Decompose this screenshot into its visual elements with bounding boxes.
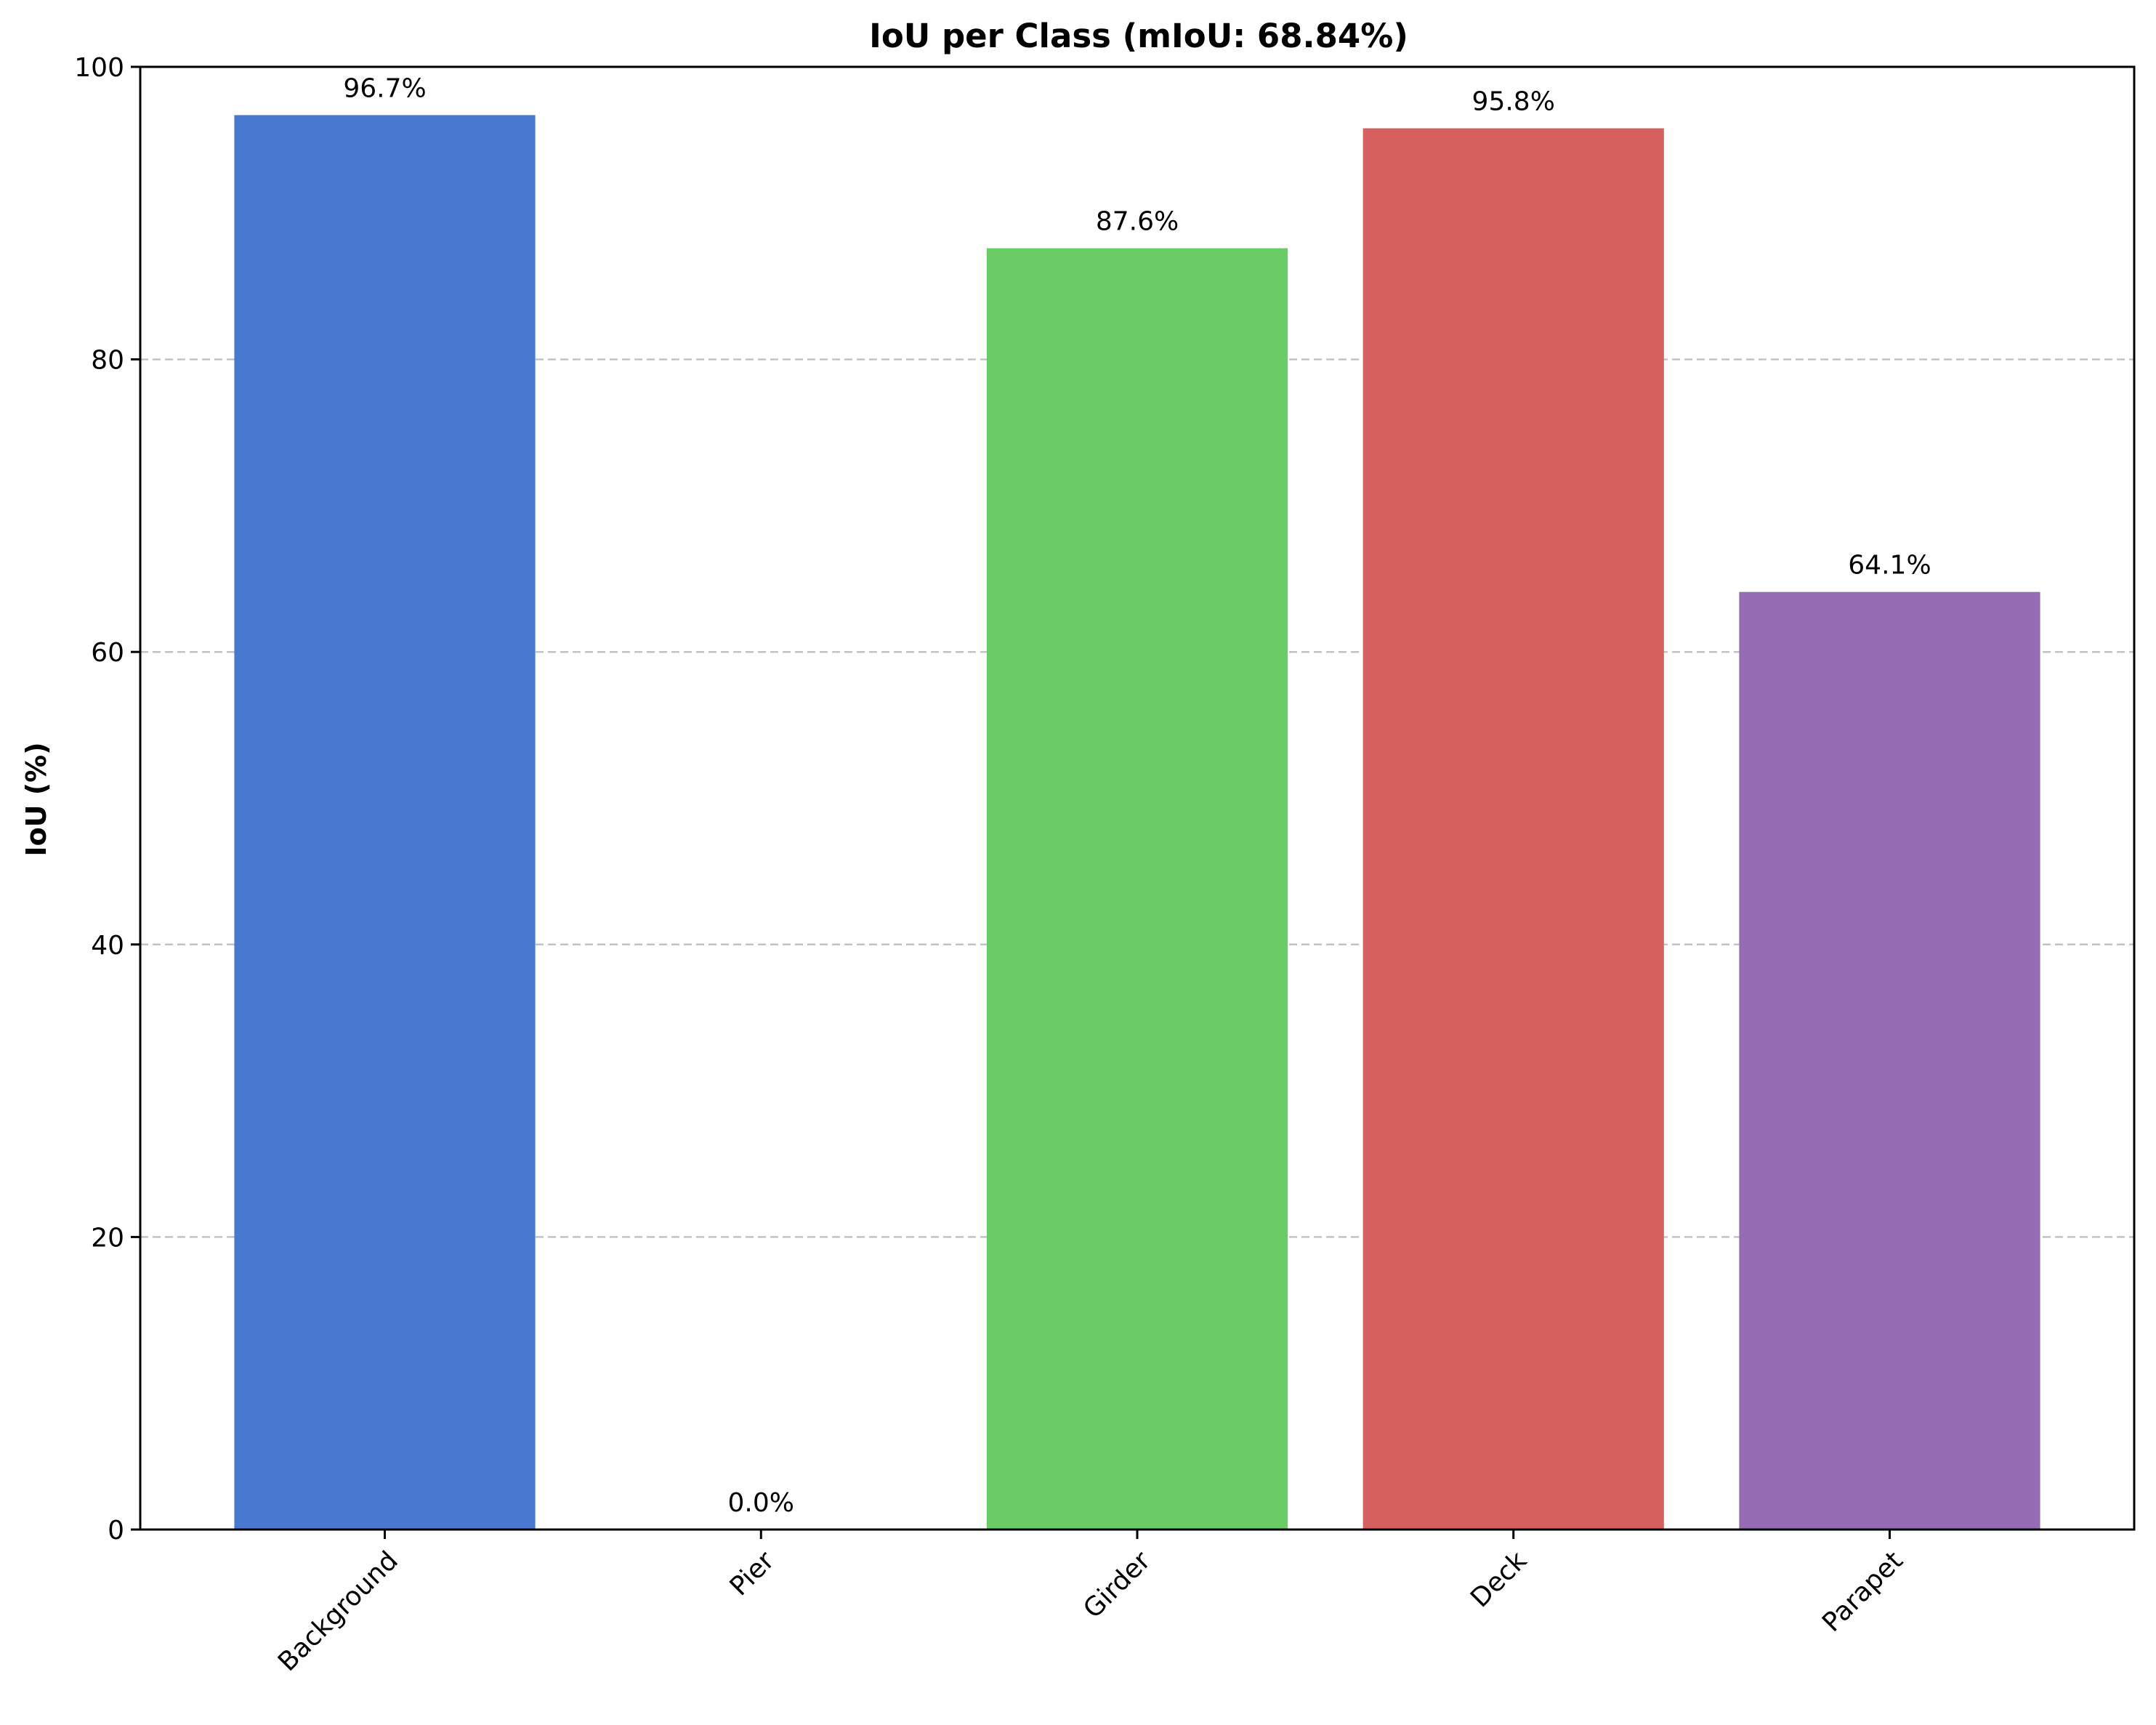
y-tick-label-40: 40 bbox=[91, 931, 124, 961]
y-axis-label: IoU (%) bbox=[20, 742, 52, 856]
data-label-girder: 87.6% bbox=[1096, 207, 1179, 237]
y-tick-label-60: 60 bbox=[91, 638, 124, 668]
bar-parapet bbox=[1739, 591, 2040, 1530]
y-tick-label-100: 100 bbox=[74, 53, 124, 83]
y-tick-label-80: 80 bbox=[91, 346, 124, 376]
y-tick-label-20: 20 bbox=[91, 1223, 124, 1253]
bar-background bbox=[234, 115, 536, 1530]
y-axis-ticks: 0 20 40 60 80 100 bbox=[74, 53, 140, 1546]
bar-deck bbox=[1362, 128, 1664, 1530]
data-label-pier: 0.0% bbox=[728, 1488, 794, 1518]
bar-girder bbox=[986, 248, 1288, 1530]
data-label-deck: 95.8% bbox=[1472, 87, 1555, 117]
data-label-background: 96.7% bbox=[343, 73, 426, 103]
data-labels: 96.7% 0.0% 87.6% 95.8% 64.1% bbox=[343, 73, 1931, 1518]
data-label-parapet: 64.1% bbox=[1848, 551, 1931, 581]
chart-title: IoU per Class (mIoU: 68.84%) bbox=[869, 17, 1408, 55]
bars bbox=[234, 115, 2040, 1530]
y-tick-label-0: 0 bbox=[108, 1516, 124, 1546]
